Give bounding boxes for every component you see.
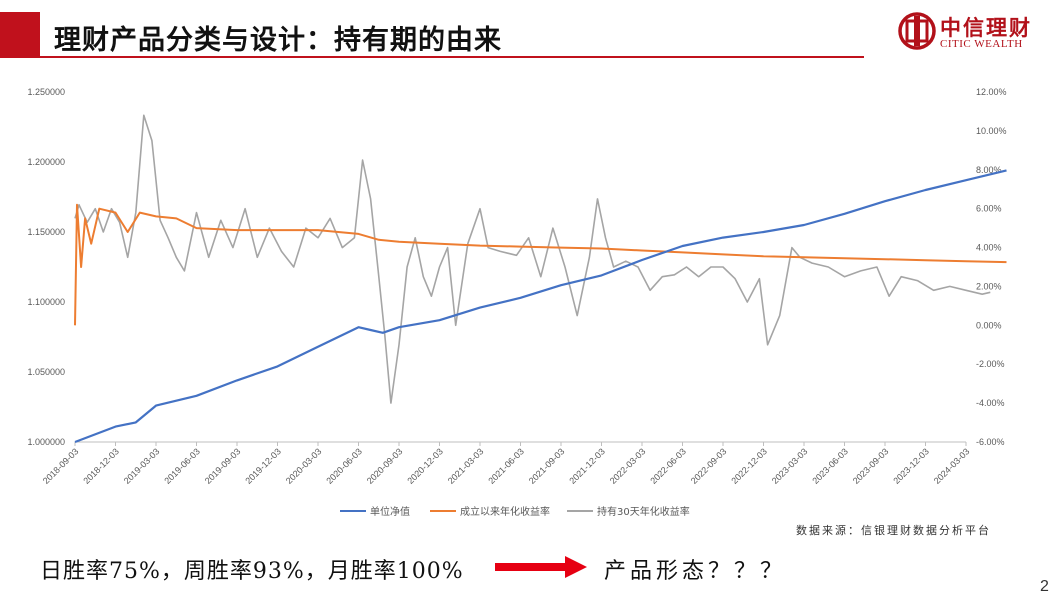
x-tick-label: 2022-03-03 xyxy=(608,446,648,486)
y-right-tick-label: -6.00% xyxy=(976,437,1005,447)
x-tick-label: 2022-09-03 xyxy=(689,446,729,486)
citic-emblem-icon xyxy=(898,12,936,50)
y-right-tick-label: -4.00% xyxy=(976,398,1005,408)
title-accent-bar xyxy=(0,12,40,58)
data-source-note: 数据来源：信银理财数据分析平台 xyxy=(796,524,991,537)
y-left-tick-label: 1.200000 xyxy=(27,157,65,167)
legend-label: 持有30天年化收益率 xyxy=(597,505,690,518)
x-tick-label: 2020-06-03 xyxy=(324,446,364,486)
x-tick-label: 2021-09-03 xyxy=(527,446,567,486)
logo-english-name: CITIC WEALTH xyxy=(940,38,1023,50)
y-right-tick-label: 12.00% xyxy=(976,87,1007,97)
product-form-question: 产品形态？？？ xyxy=(604,559,787,584)
series-line-2 xyxy=(74,114,991,404)
y-left-tick-label: 1.100000 xyxy=(27,297,65,307)
x-tick-label: 2021-12-03 xyxy=(567,446,607,486)
y-right-tick-label: 2.00% xyxy=(976,281,1002,291)
page-title: 理财产品分类与设计：持有期的由来 xyxy=(54,25,502,56)
x-tick-label: 2018-12-03 xyxy=(81,446,121,486)
y-right-tick-label: 4.00% xyxy=(976,243,1002,253)
right-arrow-icon xyxy=(495,556,587,578)
page-number: 2 xyxy=(1040,578,1049,595)
title-divider xyxy=(40,56,864,58)
x-tick-label: 2019-03-03 xyxy=(122,446,162,486)
x-tick-label: 2020-12-03 xyxy=(405,446,445,486)
x-tick-label: 2021-03-03 xyxy=(446,446,486,486)
x-tick-label: 2020-09-03 xyxy=(365,446,405,486)
x-tick-label: 2021-06-03 xyxy=(486,446,526,486)
x-tick-label: 2019-06-03 xyxy=(162,446,202,486)
win-rate-summary: 日胜率75%，周胜率93%，月胜率100% xyxy=(40,559,464,584)
x-tick-label: 2020-03-03 xyxy=(284,446,324,486)
y-right-tick-label: 6.00% xyxy=(976,204,1002,214)
y-right-tick-label: 0.00% xyxy=(976,320,1002,330)
x-tick-label: 2024-03-03 xyxy=(932,446,972,486)
y-right-tick-label: 8.00% xyxy=(976,165,1002,175)
x-tick-label: 2023-12-03 xyxy=(891,446,931,486)
y-left-tick-label: 1.250000 xyxy=(27,87,65,97)
x-tick-label: 2023-06-03 xyxy=(810,446,850,486)
x-tick-label: 2018-09-03 xyxy=(41,446,81,486)
y-left-tick-label: 1.050000 xyxy=(27,367,65,377)
y-left-tick-label: 1.000000 xyxy=(27,437,65,447)
x-tick-label: 2022-06-03 xyxy=(648,446,688,486)
y-right-tick-label: 10.00% xyxy=(976,126,1007,136)
legend-label: 成立以来年化收益率 xyxy=(460,505,550,518)
x-tick-label: 2019-09-03 xyxy=(203,446,243,486)
series-line-1 xyxy=(74,203,1007,326)
y-right-tick-label: -2.00% xyxy=(976,359,1005,369)
y-left-tick-label: 1.150000 xyxy=(27,227,65,237)
x-tick-label: 2019-12-03 xyxy=(243,446,283,486)
legend-label: 单位净值 xyxy=(370,505,410,518)
citic-wealth-logo: 中信理财 CITIC WEALTH xyxy=(898,10,1048,52)
x-tick-label: 2022-12-03 xyxy=(729,446,769,486)
series-line-0 xyxy=(74,169,1007,444)
x-tick-label: 2023-03-03 xyxy=(770,446,810,486)
x-tick-label: 2023-09-03 xyxy=(851,446,891,486)
logo-chinese-name: 中信理财 xyxy=(940,15,1032,40)
combo-line-chart: 1.000000 1.050000 1.100000 1.150000 1.200000… xyxy=(27,87,1007,518)
